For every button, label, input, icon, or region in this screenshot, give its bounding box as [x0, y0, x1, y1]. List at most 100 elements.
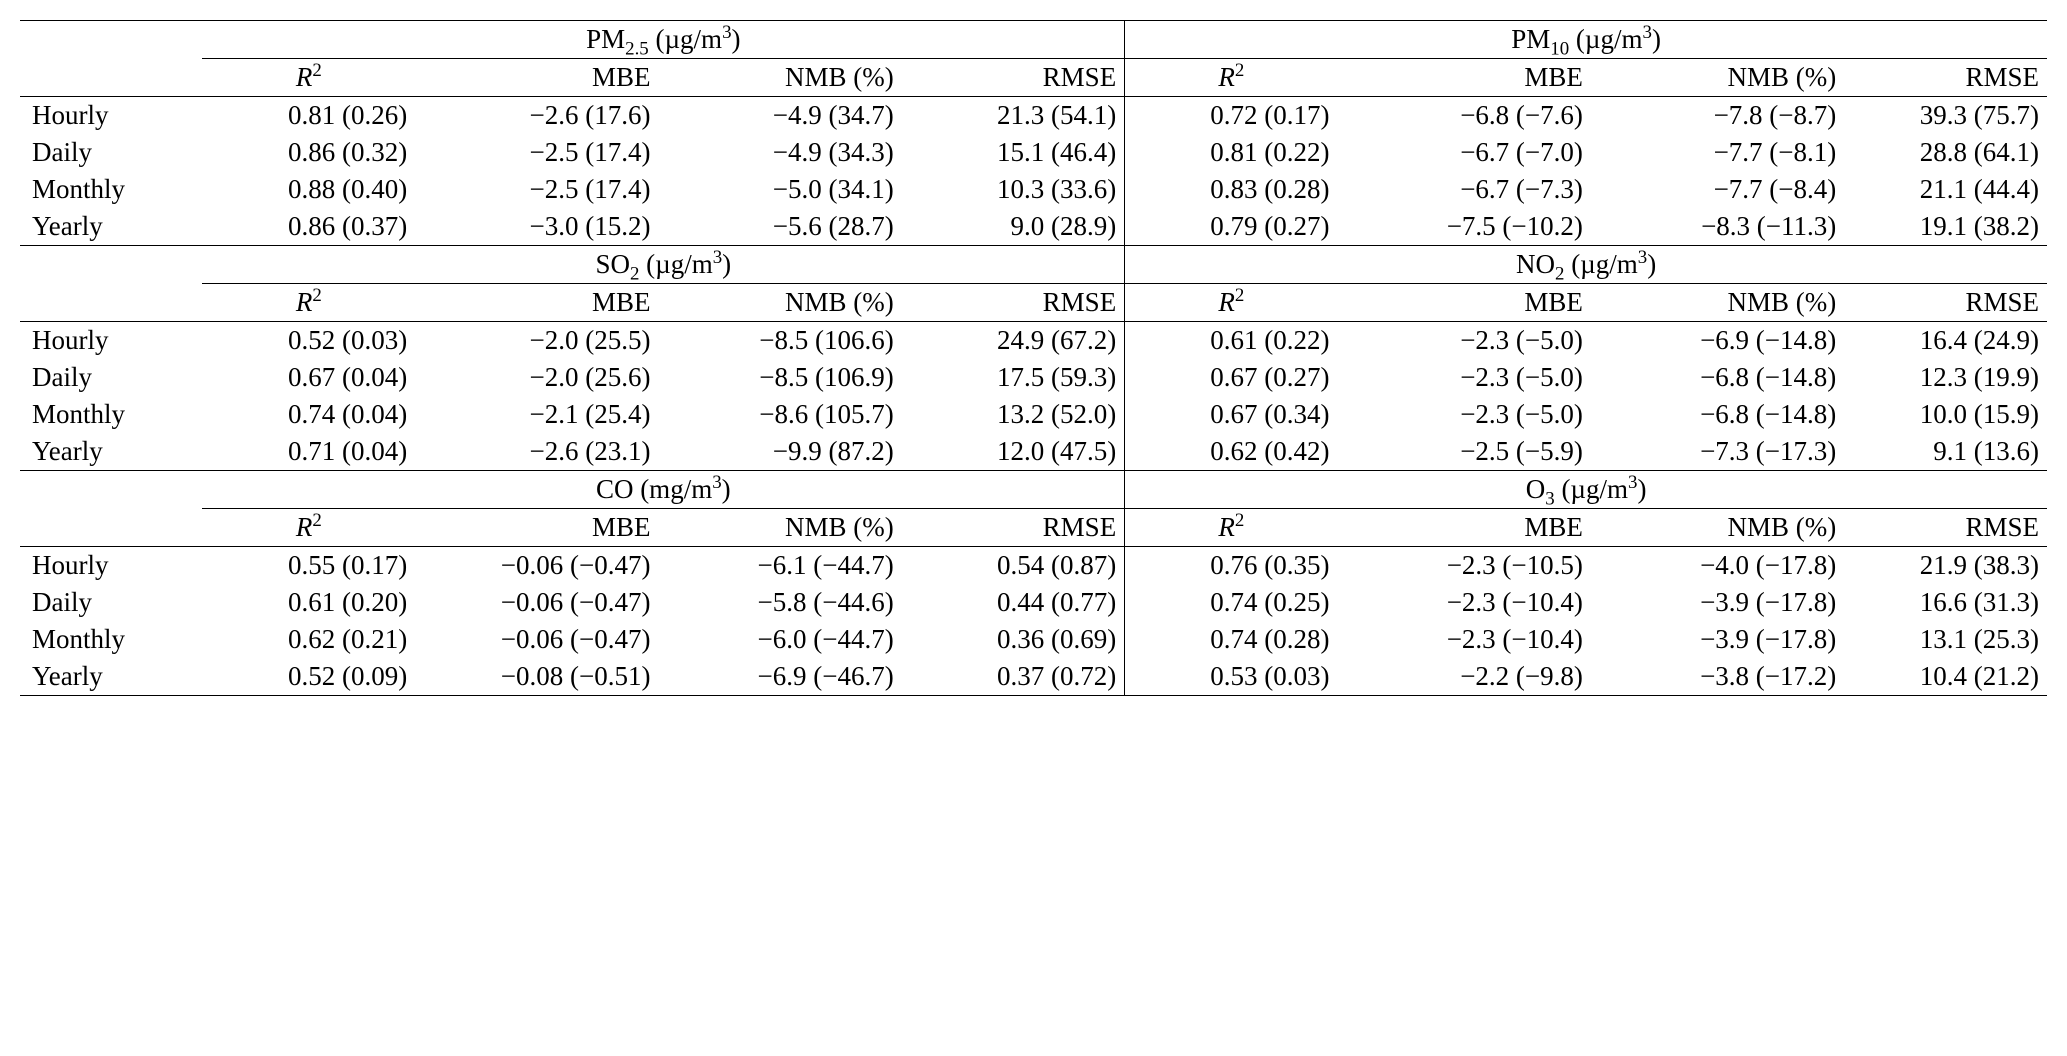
cell: 0.61 (0.22): [1125, 322, 1338, 360]
cell: 10.4 (21.2): [1844, 658, 2047, 696]
cell: 0.86 (0.37): [202, 208, 415, 246]
cell: 0.88 (0.40): [202, 171, 415, 208]
cell: 0.86 (0.32): [202, 134, 415, 171]
cell: 0.62 (0.42): [1125, 433, 1338, 471]
cell: 16.4 (24.9): [1844, 322, 2047, 360]
cell: −6.8 (−7.6): [1338, 97, 1591, 135]
cell: −6.9 (−46.7): [658, 658, 901, 696]
cell: −7.7 (−8.1): [1591, 134, 1844, 171]
cell: −2.6 (23.1): [415, 433, 658, 471]
cell: 12.3 (19.9): [1844, 359, 2047, 396]
cell: 0.61 (0.20): [202, 584, 415, 621]
col-nmb: NMB (%): [658, 59, 901, 97]
cell: 0.53 (0.03): [1125, 658, 1338, 696]
cell: 0.52 (0.03): [202, 322, 415, 360]
cell: −7.7 (−8.4): [1591, 171, 1844, 208]
period-label: Yearly: [20, 658, 202, 696]
col-rmse: RMSE: [1844, 284, 2047, 322]
pollutant-header-left: CO (mg/m3): [202, 471, 1124, 509]
cell: 0.37 (0.72): [902, 658, 1125, 696]
cell: 15.1 (46.4): [902, 134, 1125, 171]
cell: −6.0 (−44.7): [658, 621, 901, 658]
cell: −7.5 (−10.2): [1338, 208, 1591, 246]
cell: 0.44 (0.77): [902, 584, 1125, 621]
cell: 12.0 (47.5): [902, 433, 1125, 471]
cell: −8.6 (105.7): [658, 396, 901, 433]
cell: 0.81 (0.26): [202, 97, 415, 135]
cell: −4.9 (34.7): [658, 97, 901, 135]
col-rmse: RMSE: [902, 509, 1125, 547]
cell: 0.74 (0.04): [202, 396, 415, 433]
cell: −8.3 (−11.3): [1591, 208, 1844, 246]
col-mbe: MBE: [1338, 59, 1591, 97]
cell: 24.9 (67.2): [902, 322, 1125, 360]
pollutant-header-right: O3 (µg/m3): [1125, 471, 2047, 509]
cell: −6.8 (−14.8): [1591, 359, 1844, 396]
cell: −2.0 (25.6): [415, 359, 658, 396]
cell: −4.0 (−17.8): [1591, 547, 1844, 585]
cell: 0.74 (0.28): [1125, 621, 1338, 658]
cell: 9.1 (13.6): [1844, 433, 2047, 471]
period-label: Daily: [20, 134, 202, 171]
cell: 0.55 (0.17): [202, 547, 415, 585]
col-rmse: RMSE: [902, 284, 1125, 322]
cell: −0.06 (−0.47): [415, 621, 658, 658]
cell: 0.54 (0.87): [902, 547, 1125, 585]
cell: −8.5 (106.6): [658, 322, 901, 360]
col-rmse: RMSE: [902, 59, 1125, 97]
cell: 0.52 (0.09): [202, 658, 415, 696]
col-rmse: RMSE: [1844, 509, 2047, 547]
cell: 39.3 (75.7): [1844, 97, 2047, 135]
cell: 13.1 (25.3): [1844, 621, 2047, 658]
col-mbe: MBE: [1338, 284, 1591, 322]
cell: −2.3 (−5.0): [1338, 359, 1591, 396]
cell: 0.62 (0.21): [202, 621, 415, 658]
cell: 21.1 (44.4): [1844, 171, 2047, 208]
period-label: Monthly: [20, 171, 202, 208]
col-mbe: MBE: [415, 509, 658, 547]
cell: −2.5 (17.4): [415, 134, 658, 171]
cell: −2.5 (17.4): [415, 171, 658, 208]
col-rmse: RMSE: [1844, 59, 2047, 97]
cell: −2.2 (−9.8): [1338, 658, 1591, 696]
cell: −0.06 (−0.47): [415, 547, 658, 585]
cell: 0.83 (0.28): [1125, 171, 1338, 208]
cell: −2.6 (17.6): [415, 97, 658, 135]
cell: −7.3 (−17.3): [1591, 433, 1844, 471]
cell: 28.8 (64.1): [1844, 134, 2047, 171]
cell: −7.8 (−8.7): [1591, 97, 1844, 135]
col-r2: R2: [1125, 59, 1338, 97]
cell: −5.8 (−44.6): [658, 584, 901, 621]
cell: −3.0 (15.2): [415, 208, 658, 246]
cell: 10.0 (15.9): [1844, 396, 2047, 433]
cell: −2.1 (25.4): [415, 396, 658, 433]
pollutant-header-left: SO2 (µg/m3): [202, 246, 1124, 284]
period-label: Yearly: [20, 433, 202, 471]
period-label: Monthly: [20, 396, 202, 433]
cell: −6.1 (−44.7): [658, 547, 901, 585]
cell: 13.2 (52.0): [902, 396, 1125, 433]
cell: 0.79 (0.27): [1125, 208, 1338, 246]
cell: −0.08 (−0.51): [415, 658, 658, 696]
pollutant-header-right: NO2 (µg/m3): [1125, 246, 2047, 284]
col-mbe: MBE: [415, 59, 658, 97]
period-label: Hourly: [20, 97, 202, 135]
cell: 0.67 (0.27): [1125, 359, 1338, 396]
col-mbe: MBE: [1338, 509, 1591, 547]
pollutant-header-right: PM10 (µg/m3): [1125, 21, 2047, 59]
pollutant-header-left: PM2.5 (µg/m3): [202, 21, 1124, 59]
cell: −2.0 (25.5): [415, 322, 658, 360]
col-r2: R2: [202, 284, 415, 322]
row-label-empty: [20, 471, 202, 509]
cell: −0.06 (−0.47): [415, 584, 658, 621]
period-label: Hourly: [20, 322, 202, 360]
metrics-table: PM2.5 (µg/m3)PM10 (µg/m3)R2MBENMB (%)RMS…: [20, 20, 2047, 696]
cell: 0.67 (0.34): [1125, 396, 1338, 433]
cell: −6.7 (−7.0): [1338, 134, 1591, 171]
col-r2: R2: [1125, 509, 1338, 547]
period-label: Yearly: [20, 208, 202, 246]
col-r2: R2: [202, 509, 415, 547]
col-nmb: NMB (%): [658, 284, 901, 322]
cell: 9.0 (28.9): [902, 208, 1125, 246]
cell: 10.3 (33.6): [902, 171, 1125, 208]
